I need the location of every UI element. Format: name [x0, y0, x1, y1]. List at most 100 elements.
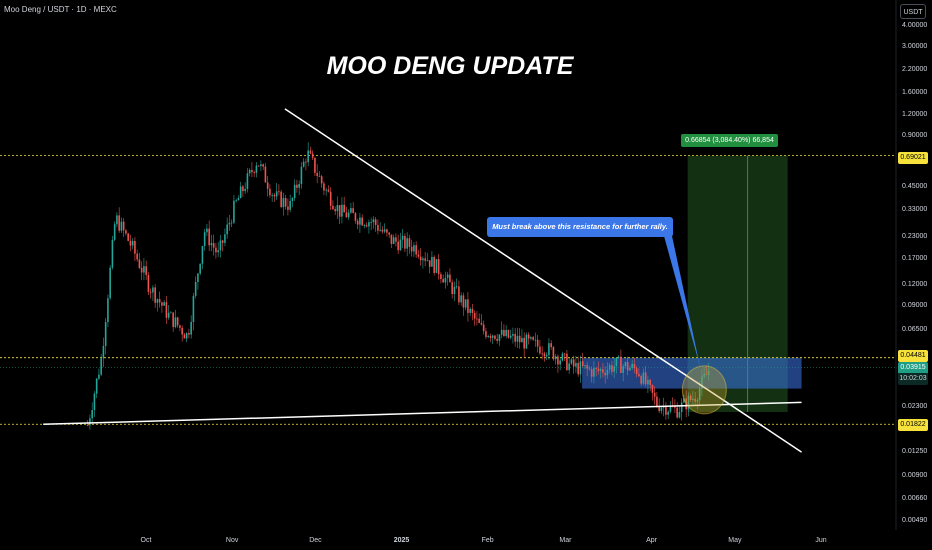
y-tick-label: 0.09000	[902, 302, 928, 310]
candle	[489, 336, 492, 338]
symbol-label: Moo Deng / USDT · 1D · MEXC	[4, 5, 117, 14]
candle	[102, 345, 105, 359]
candle	[505, 330, 507, 337]
candle	[498, 334, 501, 341]
candle	[572, 359, 575, 367]
candle	[442, 278, 444, 283]
candle	[514, 333, 516, 342]
candle	[174, 317, 177, 328]
candle	[255, 165, 258, 173]
candle	[190, 321, 192, 335]
candle	[674, 406, 676, 408]
candle	[665, 405, 667, 415]
candle	[689, 395, 692, 400]
trendline	[284, 108, 802, 453]
currency-button[interactable]: USDT	[900, 4, 926, 19]
candle	[644, 372, 647, 385]
candle	[237, 198, 240, 201]
candle	[134, 241, 136, 254]
candle	[152, 287, 154, 293]
candle	[332, 205, 334, 210]
candle	[687, 395, 690, 410]
candle	[320, 176, 323, 184]
candle	[696, 400, 699, 402]
candle	[617, 356, 620, 358]
candle	[482, 324, 485, 332]
candle	[298, 184, 300, 188]
candle	[336, 205, 339, 212]
candle	[338, 205, 341, 217]
candle	[392, 237, 395, 244]
candle	[311, 153, 314, 158]
candle	[257, 165, 260, 167]
x-tick-label: Nov	[225, 537, 239, 544]
candle	[156, 299, 159, 303]
candle	[570, 359, 573, 364]
candle	[575, 362, 577, 367]
candle	[233, 200, 235, 223]
candle	[251, 170, 253, 173]
candle	[203, 232, 206, 246]
candle	[98, 374, 100, 379]
y-tick-label: 0.12000	[902, 280, 928, 288]
candle	[613, 366, 615, 372]
candle	[579, 361, 582, 375]
candle	[370, 222, 372, 223]
candle	[323, 183, 325, 191]
y-tick-label: 0.02300	[902, 403, 928, 410]
candle	[95, 378, 98, 394]
measure-label[interactable]: 0.66854 (3,084.40%) 66,854	[681, 134, 778, 147]
candle	[404, 235, 406, 249]
candle	[318, 175, 321, 177]
chart-title: MOO DENG UPDATE	[326, 52, 574, 80]
candle	[651, 384, 654, 393]
candle	[525, 334, 528, 349]
candle	[599, 369, 602, 371]
candle	[487, 336, 489, 337]
candle	[316, 172, 318, 176]
candle	[453, 286, 456, 294]
candle	[451, 282, 453, 294]
x-tick-label: Jun	[815, 537, 827, 544]
resistance-zone[interactable]	[582, 357, 802, 389]
candle	[352, 208, 354, 214]
candle	[197, 273, 199, 282]
candle	[291, 198, 294, 201]
candle	[413, 245, 415, 252]
candle	[379, 229, 381, 231]
candle	[296, 184, 298, 188]
candle	[244, 188, 246, 192]
candle	[656, 396, 658, 406]
candle	[611, 365, 613, 372]
resistance-callout[interactable]: Must break above this resistance for fur…	[487, 217, 673, 237]
candle	[273, 194, 276, 197]
candle	[235, 200, 237, 202]
candle	[122, 221, 125, 231]
candle	[559, 360, 561, 365]
candle	[325, 189, 327, 191]
candle	[660, 407, 663, 412]
candle	[683, 398, 685, 403]
candle	[230, 222, 233, 224]
y-tick-label: 2.20000	[902, 65, 928, 73]
candle	[615, 357, 618, 367]
x-tick-label: 2025	[393, 537, 410, 544]
candle	[300, 166, 303, 185]
candle	[705, 374, 708, 375]
candle	[473, 313, 476, 319]
resistance-price-label: 0.04481	[898, 350, 928, 362]
candle	[154, 287, 156, 303]
x-tick-label: Apr	[646, 537, 657, 544]
candle	[543, 353, 546, 357]
candle	[275, 191, 278, 197]
x-tick-label: Mar	[559, 537, 572, 544]
candle	[188, 333, 190, 335]
candle	[127, 233, 129, 241]
candle	[147, 274, 150, 292]
y-tick-label: 0.90000	[902, 132, 928, 139]
candle	[109, 267, 111, 299]
candle	[584, 365, 586, 366]
candle	[464, 299, 467, 308]
candle	[541, 353, 543, 355]
